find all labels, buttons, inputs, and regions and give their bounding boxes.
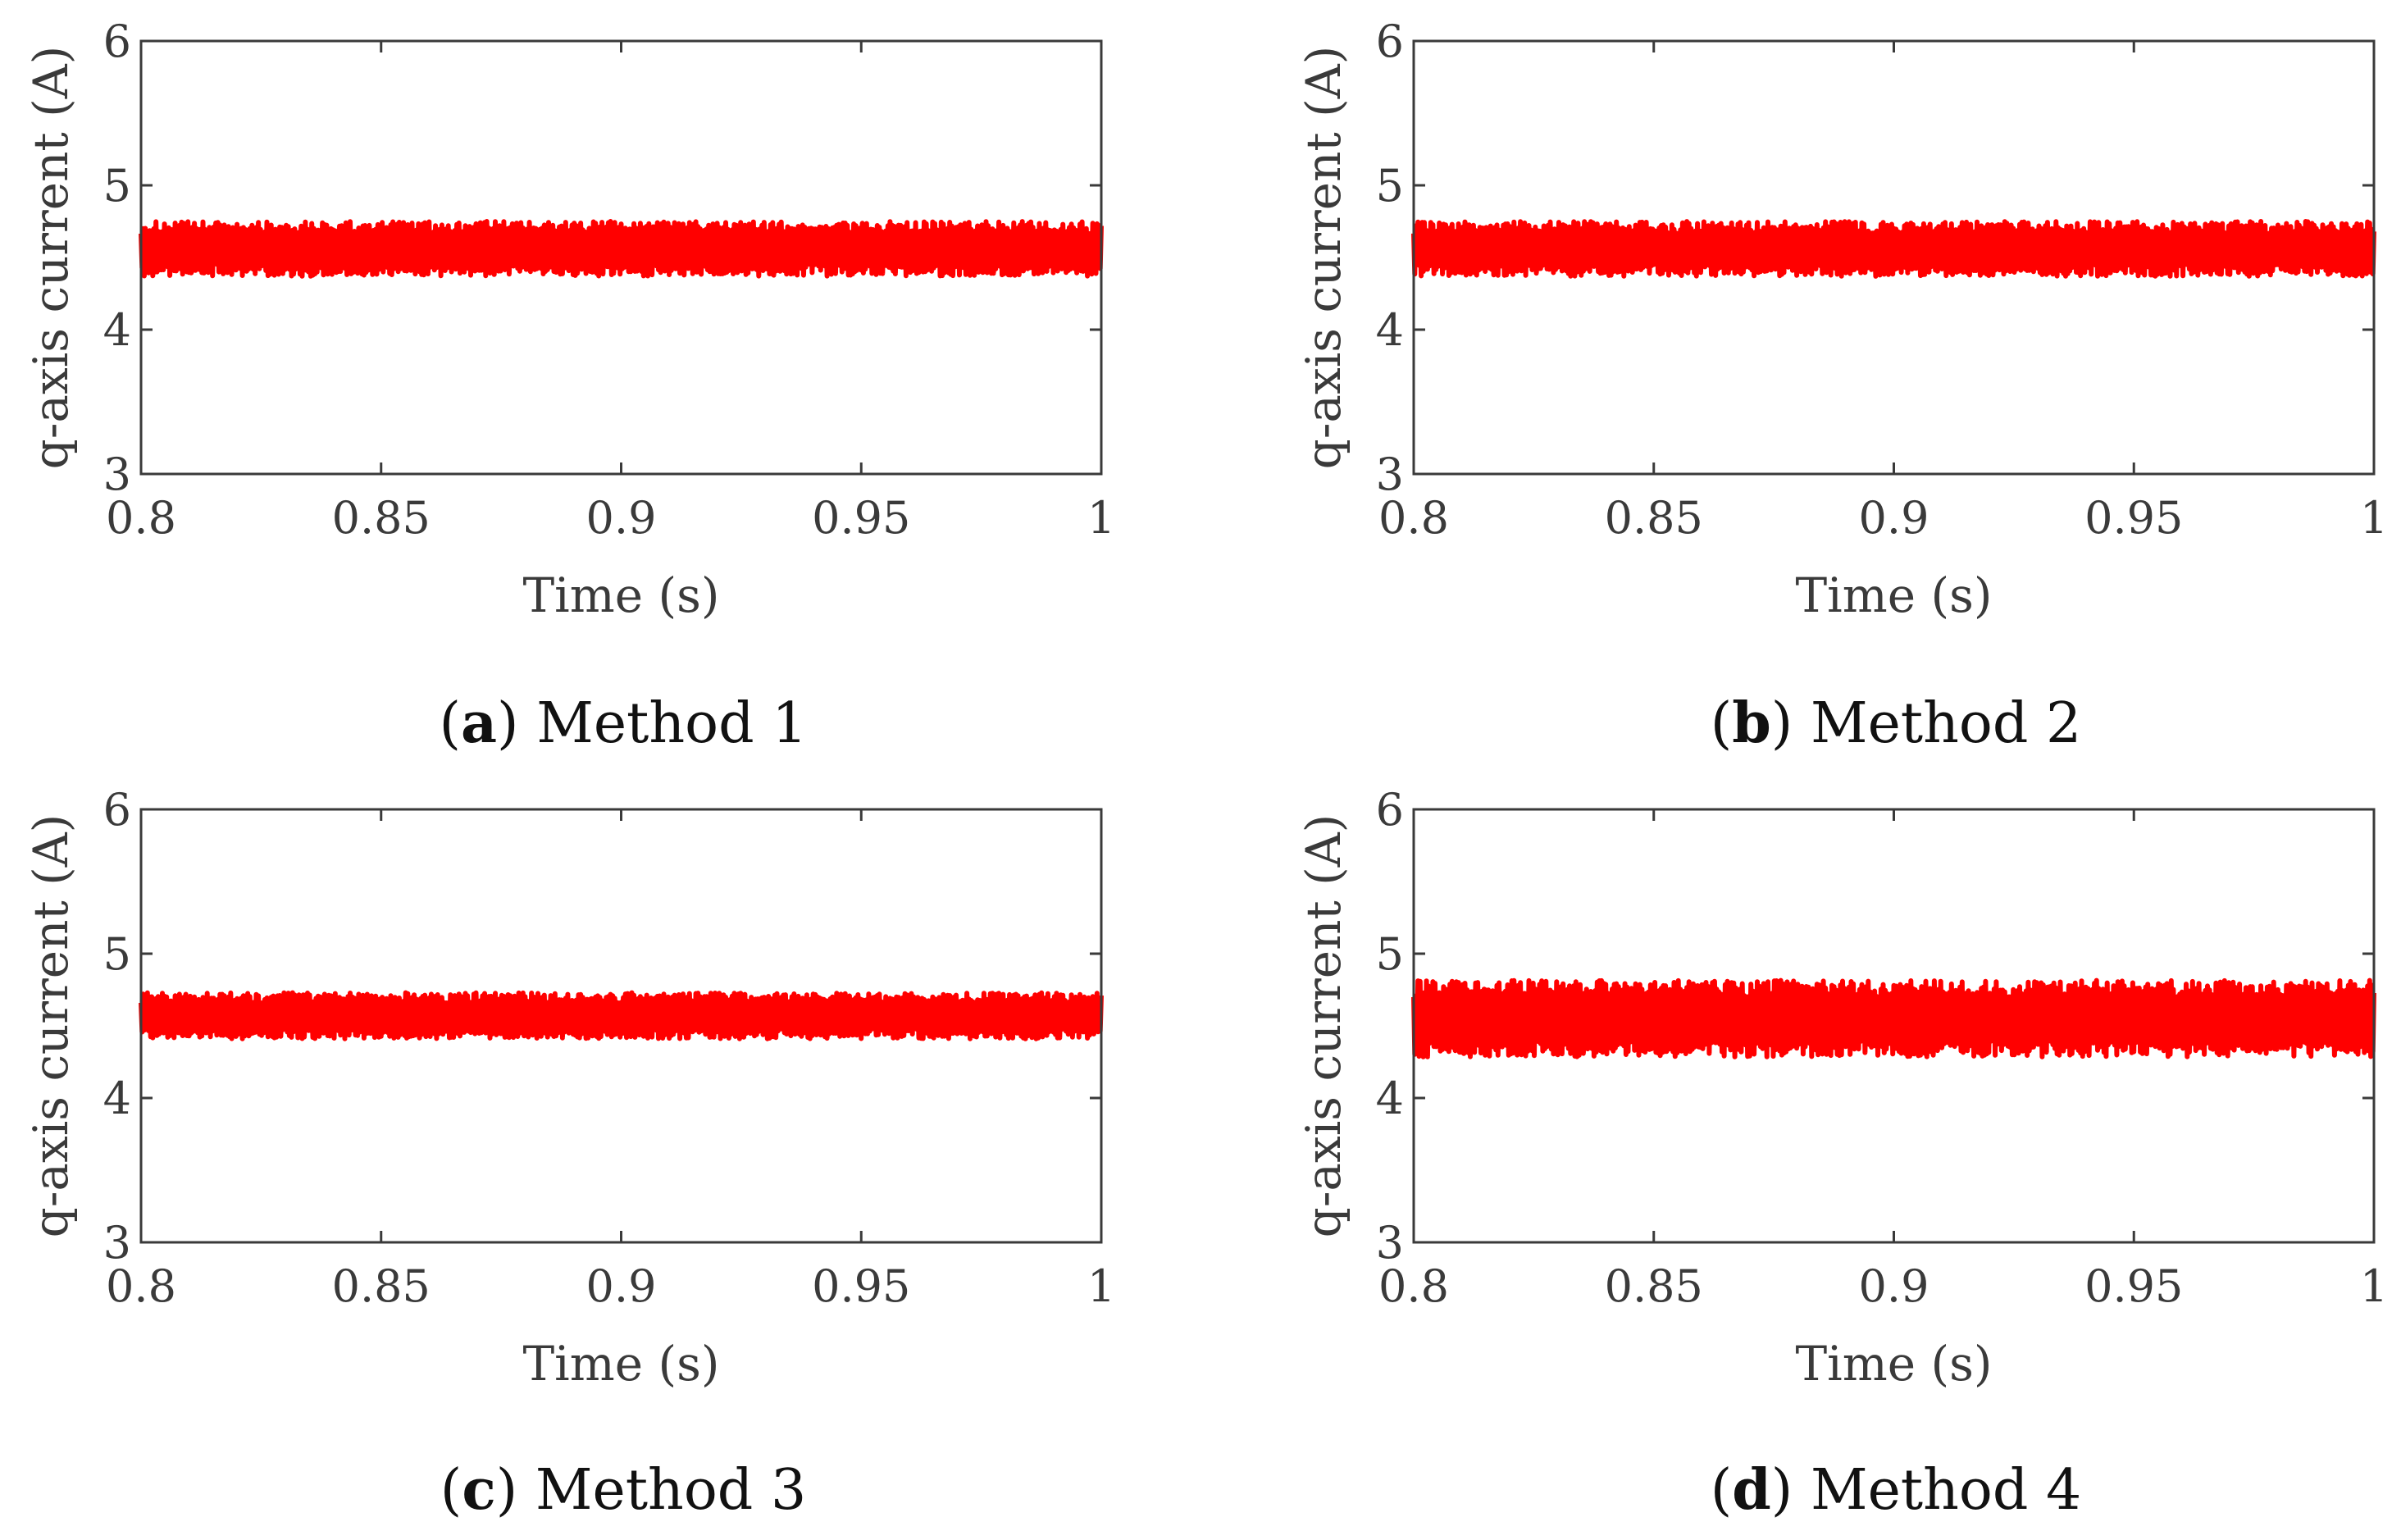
panel-caption: (a) Method 1 <box>439 690 807 756</box>
chart-panel-a: 0.8 0.85 0.9 0.95 1 3 4 5 6 Time (s) q-axis curren… <box>23 16 1115 756</box>
panel-caption: (c) Method 3 <box>440 1457 806 1523</box>
y-tick-label: 6 <box>103 16 131 67</box>
chart-panel-c: 0.8 0.85 0.9 0.95 1 3 4 5 6 Time (s) q-axis curren… <box>23 784 1115 1523</box>
x-axis-label: Time (s) <box>522 567 719 623</box>
y-tick-label: 3 <box>1376 1217 1404 1269</box>
y-axis-label: q-axis current (A) <box>1296 46 1351 470</box>
caption-text: ) Method 2 <box>1771 691 2081 756</box>
x-tick-label: 1 <box>2360 1260 2388 1312</box>
y-tick-label: 3 <box>103 449 131 500</box>
series-line-q-axis-current <box>139 990 1104 1041</box>
caption-letter: b <box>1732 690 1771 756</box>
panel-caption: (b) Method 2 <box>1711 690 2082 756</box>
x-tick-label: 1 <box>2360 492 2388 544</box>
caption-letter: c <box>462 1457 495 1523</box>
caption-letter: a <box>461 690 497 756</box>
x-tick-label: 0.9 <box>586 492 657 544</box>
x-tick-label: 0.85 <box>332 1260 431 1312</box>
caption-text: ) Method 1 <box>497 691 807 756</box>
caption-text: ) Method 4 <box>1771 1458 2081 1523</box>
x-tick-label: 0.8 <box>106 492 176 544</box>
y-tick-label: 4 <box>103 304 131 356</box>
x-tick-label: 0.8 <box>1378 492 1449 544</box>
x-tick-label: 0.95 <box>812 492 910 544</box>
y-axis-label: q-axis current (A) <box>23 46 79 470</box>
x-axis-label: Time (s) <box>1795 1336 1992 1392</box>
y-tick-label: 5 <box>1376 928 1404 980</box>
x-tick-label: 0.9 <box>1859 492 1929 544</box>
x-tick-label: 0.9 <box>586 1260 657 1312</box>
y-tick-label: 4 <box>103 1073 131 1124</box>
y-tick-label: 3 <box>103 1217 131 1269</box>
x-axis-label: Time (s) <box>1795 567 1992 623</box>
caption-open-paren: ( <box>1711 691 1733 756</box>
caption-open-paren: ( <box>440 1458 462 1523</box>
y-tick-label: 5 <box>103 160 131 212</box>
x-tick-label: 0.85 <box>1605 1260 1703 1312</box>
x-tick-label: 1 <box>1087 492 1115 544</box>
series-line-q-axis-current <box>139 219 1104 279</box>
series-line-q-axis-current <box>1411 977 2376 1059</box>
x-tick-label: 0.95 <box>2084 1260 2183 1312</box>
x-tick-label: 0.95 <box>2084 492 2183 544</box>
y-tick-label: 6 <box>1376 16 1404 67</box>
x-tick-label: 0.9 <box>1859 1260 1929 1312</box>
x-tick-label: 0.85 <box>1605 492 1703 544</box>
y-tick-label: 6 <box>1376 784 1404 836</box>
x-tick-label: 0.8 <box>1378 1260 1449 1312</box>
y-tick-label: 6 <box>103 784 131 836</box>
y-axis-label: q-axis current (A) <box>23 814 79 1238</box>
chart-panel-d: 0.8 0.85 0.9 0.95 1 3 4 5 6 Time (s) q-axis curren… <box>1296 784 2388 1523</box>
y-tick-label: 4 <box>1376 1073 1404 1124</box>
x-tick-label: 0.85 <box>332 492 431 544</box>
x-tick-label: 0.95 <box>812 1260 910 1312</box>
x-tick-label: 1 <box>1087 1260 1115 1312</box>
y-tick-label: 5 <box>103 928 131 980</box>
x-tick-label: 0.8 <box>106 1260 176 1312</box>
caption-letter: d <box>1732 1457 1771 1523</box>
caption-open-paren: ( <box>439 691 461 756</box>
caption-text: ) Method 3 <box>496 1458 806 1523</box>
x-axis-label: Time (s) <box>522 1336 719 1392</box>
y-tick-label: 4 <box>1376 304 1404 356</box>
panel-caption: (d) Method 4 <box>1711 1457 2082 1523</box>
caption-open-paren: ( <box>1711 1458 1733 1523</box>
series-line-q-axis-current <box>1411 219 2376 279</box>
y-tick-label: 5 <box>1376 160 1404 212</box>
chart-panel-b: 0.8 0.85 0.9 0.95 1 3 4 5 6 Time (s) q-axis curren… <box>1296 16 2388 756</box>
y-axis-label: q-axis current (A) <box>1296 814 1351 1238</box>
y-tick-label: 3 <box>1376 449 1404 500</box>
